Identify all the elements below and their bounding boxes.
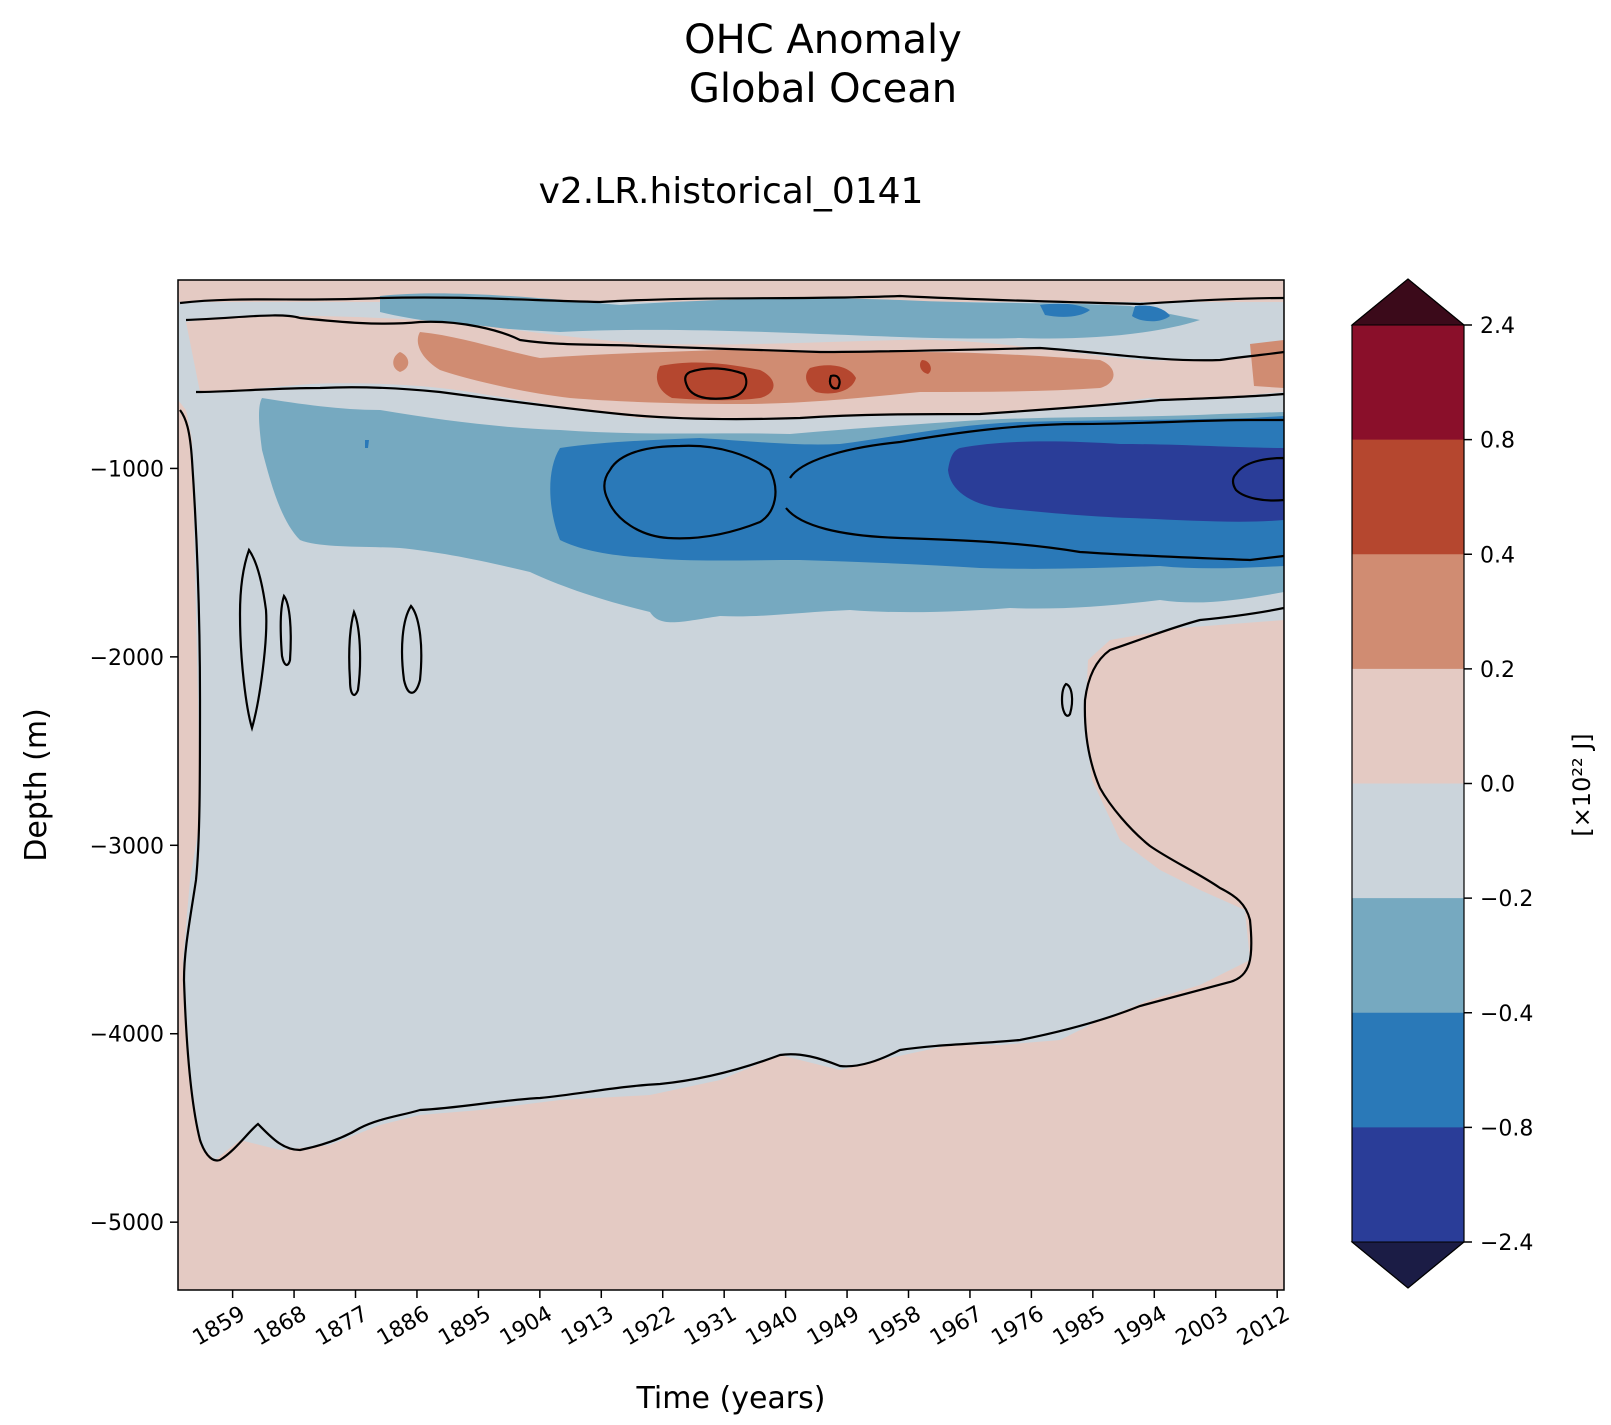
colorbar-tick-label: −0.8 xyxy=(1480,1116,1533,1141)
y-tick-label: −2000 xyxy=(90,646,164,671)
contour-lines xyxy=(179,294,1284,1162)
x-tick-label: 1904 xyxy=(496,1302,557,1352)
colorbar-tick-label: 0.0 xyxy=(1480,773,1515,798)
x-tick-label: 1949 xyxy=(803,1302,864,1352)
colorbar: 2.4 0.8 0.4 0.2 0.0 −0.2 −0.4 −0.8 −2.4 xyxy=(1350,278,1533,1289)
contour-loop-5 xyxy=(1060,682,1074,717)
plot-frame xyxy=(177,279,1285,1291)
x-tick-label: 1922 xyxy=(619,1302,680,1352)
chart-title: OHC Anomaly xyxy=(684,17,962,63)
contour-negative-band-top xyxy=(789,418,1284,479)
x-axis: 1859 1868 1877 1886 1895 1904 1913 1922 1931 1940… xyxy=(189,1290,1294,1352)
x-tick-label: 1940 xyxy=(742,1302,803,1352)
contour-negative-band-bottom xyxy=(785,507,1284,562)
chart-subtitle: Global Ocean xyxy=(689,66,957,112)
x-tick-label: 1895 xyxy=(434,1302,495,1352)
y-axis: −1000 −2000 −3000 −4000 −5000 xyxy=(90,457,178,1236)
x-tick-label: 1994 xyxy=(1110,1302,1171,1352)
x-tick-label: 1985 xyxy=(1049,1302,1110,1352)
colorbar-extend-top xyxy=(1350,278,1466,326)
colorbar-segment xyxy=(1352,554,1464,670)
field-surface-blue-dark xyxy=(1040,303,1170,322)
colorbar-segment xyxy=(1352,898,1464,1014)
x-tick-label: 1868 xyxy=(250,1302,311,1352)
field-speck xyxy=(365,440,369,448)
y-axis-label: Depth (m) xyxy=(19,708,54,862)
colorbar-label: [×10²² J] xyxy=(1568,733,1596,836)
contour-loop-2 xyxy=(279,593,292,666)
colorbar-tick-label: 0.8 xyxy=(1480,429,1515,454)
colorbar-extend-bottom xyxy=(1350,1241,1466,1289)
colorbar-tick-label: −0.4 xyxy=(1480,1002,1533,1027)
contour-loop-3 xyxy=(348,608,362,697)
colorbar-tick-label: −0.2 xyxy=(1480,887,1533,912)
x-tick-label: 2003 xyxy=(1172,1302,1233,1352)
x-tick-label: 1931 xyxy=(680,1302,741,1352)
colorbar-segment xyxy=(1352,1012,1464,1128)
colorbar-tick-label: 0.4 xyxy=(1480,543,1515,568)
colorbar-segment xyxy=(1352,668,1464,784)
colorbar-segment xyxy=(1352,325,1464,441)
contour-zero-upper-b xyxy=(185,314,1284,362)
y-tick-label: −3000 xyxy=(90,834,164,859)
x-tick-label: 1859 xyxy=(189,1302,250,1352)
colorbar-segment xyxy=(1352,783,1464,899)
x-tick-label: 1976 xyxy=(987,1302,1048,1352)
contour-deepest-loop xyxy=(1231,456,1284,502)
colorbar-tick-label: 0.2 xyxy=(1480,658,1515,683)
contour-positive-loop xyxy=(684,367,748,400)
field-surface-strip xyxy=(178,280,1284,300)
contour-negative-loop-left xyxy=(603,444,777,540)
colorbar-tick-label: −2.4 xyxy=(1480,1231,1533,1256)
field-negative-deepest xyxy=(948,441,1284,522)
colorbar-segment xyxy=(1352,439,1464,555)
colorbar-tick-label: 2.4 xyxy=(1480,314,1515,339)
x-tick-label: 1967 xyxy=(926,1302,987,1352)
x-axis-label: Time (years) xyxy=(636,1381,826,1416)
y-tick-label: −5000 xyxy=(90,1211,164,1236)
contour-field xyxy=(178,280,1284,1290)
contour-loop-4 xyxy=(400,604,423,694)
x-tick-label: 1877 xyxy=(312,1302,373,1352)
x-tick-label: 1886 xyxy=(373,1302,434,1352)
x-tick-label: 1913 xyxy=(557,1302,618,1352)
y-tick-label: −4000 xyxy=(90,1023,164,1048)
colorbar-segment xyxy=(1352,1127,1464,1243)
contour-loop-1 xyxy=(238,547,268,732)
contour-zero-lower-a xyxy=(195,386,1284,421)
y-tick-label: −1000 xyxy=(90,457,164,482)
run-label: v2.LR.historical_0141 xyxy=(539,171,924,212)
contour-positive-speck xyxy=(828,374,841,390)
contour-zero-deep xyxy=(179,409,1284,1162)
field-surface-blue xyxy=(380,293,1200,339)
x-tick-label: 1958 xyxy=(865,1302,926,1352)
contour-zero-upper xyxy=(179,294,1284,306)
x-tick-label: 2012 xyxy=(1233,1302,1294,1352)
